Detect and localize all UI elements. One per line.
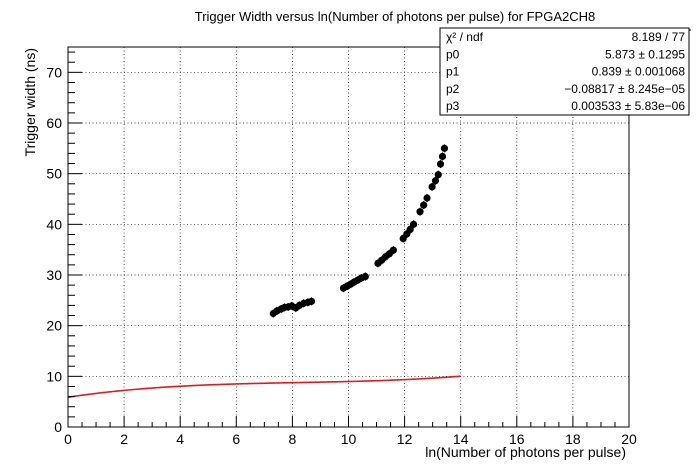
x-tick-label: 18 [565, 431, 581, 447]
data-point [409, 220, 418, 228]
fit-curve [68, 375, 461, 399]
x-tick-label: 20 [621, 431, 637, 447]
data-point [436, 160, 445, 168]
data-point [423, 194, 431, 202]
stats-row-name: p1 [446, 65, 460, 79]
y-tick-label: 50 [46, 166, 62, 182]
data-point [416, 208, 424, 216]
data-point [389, 246, 397, 254]
y-tick-label: 60 [46, 115, 62, 131]
data-point [406, 225, 414, 233]
y-tick-label: 10 [46, 368, 62, 384]
x-tick-label: 12 [397, 431, 413, 447]
stats-row-name: p2 [446, 82, 460, 96]
stats-row-value: 0.003533 ± 5.83e−06 [571, 99, 685, 113]
y-tick-label: 20 [46, 318, 62, 334]
x-tick-label: 8 [289, 431, 297, 447]
x-tick-label: 10 [341, 431, 357, 447]
data-point [420, 201, 428, 209]
y-tick-label: 70 [46, 64, 62, 80]
y-tick-label: 40 [46, 216, 62, 232]
stats-row-value: −0.08817 ± 8.245e−05 [564, 82, 685, 96]
stats-row-name: p3 [446, 99, 460, 113]
data-point [440, 144, 449, 152]
data-point [428, 183, 436, 191]
x-tick-label: 6 [232, 431, 240, 447]
y-tick-label: 0 [54, 419, 62, 435]
fit-stats-box: χ² / ndf 8.189 / 77 p0 5.873 ± 0.1295 p1 0.83… [439, 27, 691, 116]
data-layer [68, 144, 461, 399]
x-tick-label: 2 [120, 431, 128, 447]
stats-row-name: χ² / ndf [446, 30, 484, 44]
chart-title: Trigger Width versus ln(Number of photon… [195, 9, 596, 24]
x-tick-label: 14 [453, 431, 469, 447]
data-point [438, 152, 447, 161]
x-tick-label: 4 [176, 431, 184, 447]
stats-row-name: p0 [446, 47, 460, 61]
y-axis-label: Trigger width (ns) [22, 48, 38, 156]
x-tick-label: 0 [64, 431, 72, 447]
y-tick-label: 30 [46, 267, 62, 283]
x-tick-label: 16 [509, 431, 525, 447]
data-point [307, 297, 316, 305]
stats-row-value: 5.873 ± 0.1295 [605, 47, 685, 61]
data-point [361, 272, 369, 281]
data-point [431, 177, 440, 185]
stats-row-value: 0.839 ± 0.001068 [592, 65, 686, 79]
stats-box-frame [439, 27, 690, 116]
data-point [434, 171, 442, 179]
x-axis-label: ln(Number of photons per pulse) [425, 444, 626, 460]
axes: 0 2 4 6 8 10 12 14 16 18 20 0 10 20 30 40 50 60 70 [46, 51, 637, 447]
stats-row-value: 8.189 / 77 [632, 30, 686, 44]
